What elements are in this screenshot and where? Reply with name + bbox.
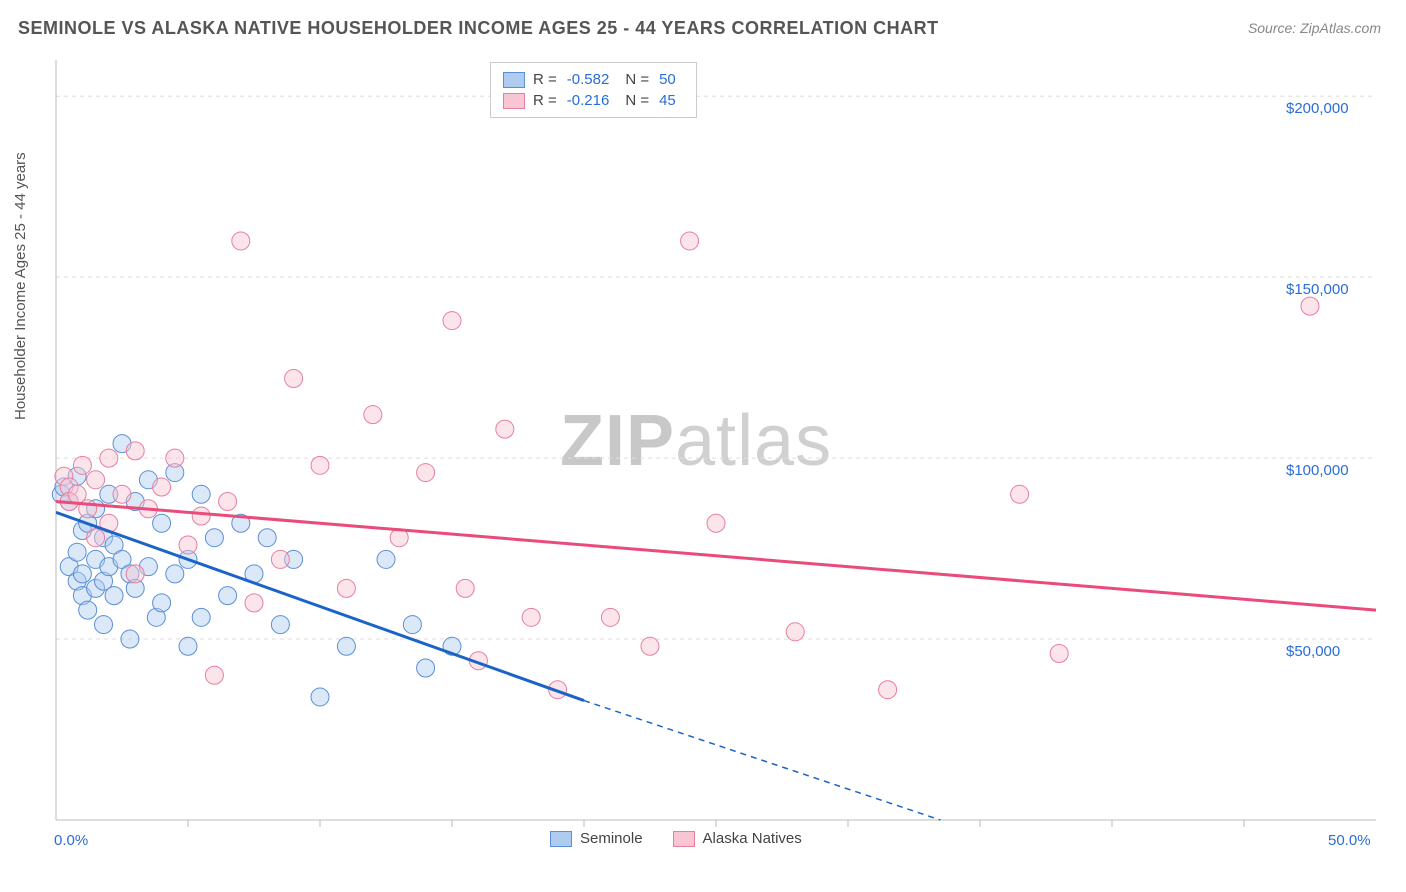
legend-label: Alaska Natives <box>703 830 802 847</box>
legend-label: Seminole <box>580 830 643 847</box>
legend-stats: R = -0.582 N = 50 R = -0.216 N = 45 <box>490 62 697 118</box>
swatch-icon <box>503 93 525 109</box>
stat-n-value: 45 <box>659 92 676 109</box>
stat-r-value: -0.582 <box>567 71 610 88</box>
swatch-icon <box>550 831 572 847</box>
y-tick-label: $200,000 <box>1286 100 1349 117</box>
x-tick-label: 50.0% <box>1328 832 1371 849</box>
stat-n-label: N = <box>625 71 649 88</box>
swatch-icon <box>503 72 525 88</box>
y-tick-label: $100,000 <box>1286 462 1349 479</box>
legend-stats-row: R = -0.216 N = 45 <box>503 90 684 111</box>
x-tick-label: 0.0% <box>54 832 88 849</box>
stat-n-value: 50 <box>659 71 676 88</box>
scatter-chart <box>0 0 1406 892</box>
legend-item: Seminole <box>550 830 643 847</box>
stat-r-value: -0.216 <box>567 92 610 109</box>
y-tick-label: $150,000 <box>1286 281 1349 298</box>
swatch-icon <box>673 831 695 847</box>
legend-series: Seminole Alaska Natives <box>550 830 802 847</box>
legend-item: Alaska Natives <box>673 830 802 847</box>
stat-n-label: N = <box>625 92 649 109</box>
stat-r-label: R = <box>533 92 557 109</box>
stat-r-label: R = <box>533 71 557 88</box>
y-tick-label: $50,000 <box>1286 643 1340 660</box>
legend-stats-row: R = -0.582 N = 50 <box>503 69 684 90</box>
